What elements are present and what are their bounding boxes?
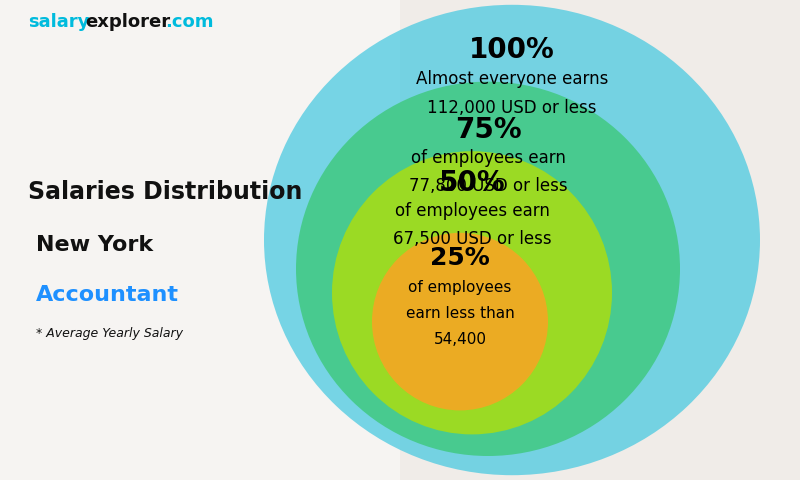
Ellipse shape <box>372 233 548 410</box>
Ellipse shape <box>264 5 760 475</box>
Text: Salaries Distribution: Salaries Distribution <box>28 180 302 204</box>
Text: of employees earn: of employees earn <box>410 149 566 168</box>
Text: 77,800 USD or less: 77,800 USD or less <box>409 177 567 195</box>
Ellipse shape <box>332 151 612 434</box>
Text: 112,000 USD or less: 112,000 USD or less <box>427 99 597 117</box>
Text: 50%: 50% <box>438 169 506 197</box>
Bar <box>0 0 400 480</box>
Text: 100%: 100% <box>469 36 555 64</box>
Text: .com: .com <box>166 12 214 31</box>
Text: of employees: of employees <box>408 279 512 295</box>
Text: Almost everyone earns: Almost everyone earns <box>416 70 608 88</box>
Text: 67,500 USD or less: 67,500 USD or less <box>393 229 551 248</box>
Text: 75%: 75% <box>454 116 522 144</box>
Text: 54,400: 54,400 <box>434 332 486 348</box>
Text: explorer: explorer <box>86 12 170 31</box>
Text: salary: salary <box>28 12 90 31</box>
Text: earn less than: earn less than <box>406 306 514 321</box>
Text: 25%: 25% <box>430 246 490 270</box>
Text: Accountant: Accountant <box>36 285 179 305</box>
Text: of employees earn: of employees earn <box>394 202 550 220</box>
Ellipse shape <box>296 82 680 456</box>
Text: * Average Yearly Salary: * Average Yearly Salary <box>36 327 183 340</box>
Text: New York: New York <box>36 235 153 255</box>
